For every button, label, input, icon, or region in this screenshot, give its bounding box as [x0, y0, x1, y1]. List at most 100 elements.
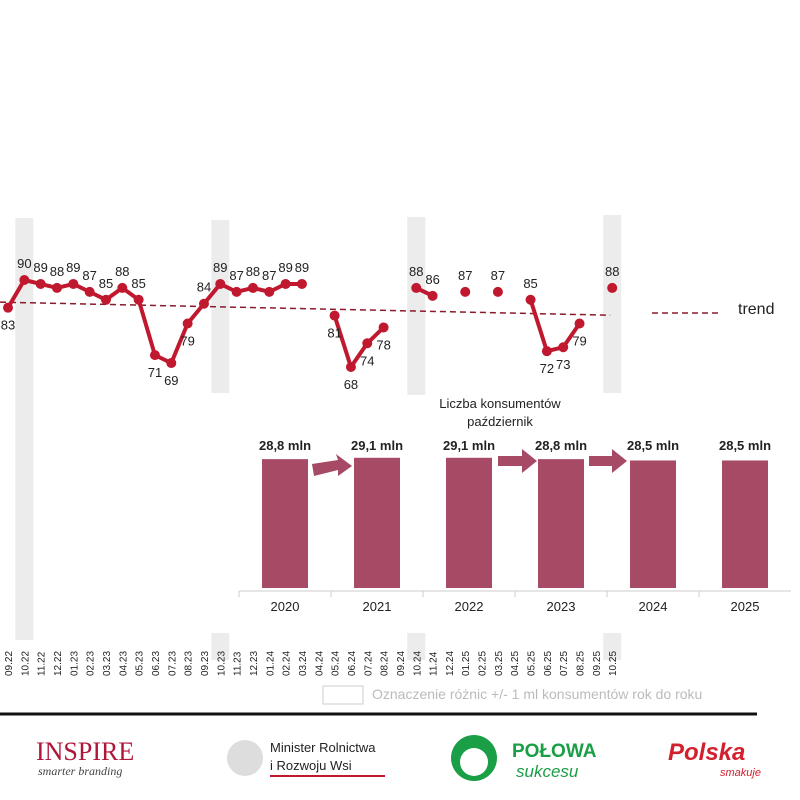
x-tick-label: 08.24 [380, 651, 391, 676]
x-tick-label: 09.23 [200, 651, 211, 676]
data-label: 88 [409, 264, 423, 279]
x-tick-label: 10.24 [412, 651, 423, 676]
value-label: 28,8 mln [259, 438, 311, 453]
point [51, 282, 62, 293]
data-label: 68 [344, 377, 358, 392]
x-tick-label: 06.25 [543, 651, 554, 676]
inset-title: Liczba konsumentów [439, 396, 561, 411]
x-tick-label: 10.22 [20, 651, 31, 676]
point [198, 298, 209, 309]
point [460, 286, 471, 297]
value-label: 28,5 mln [719, 438, 771, 453]
data-label: 89 [66, 260, 80, 275]
note-box [322, 685, 364, 705]
point [19, 275, 30, 285]
point [411, 282, 422, 293]
data-label: 79 [180, 334, 194, 349]
point [607, 282, 618, 293]
data-label: 85 [99, 276, 113, 291]
point [329, 310, 340, 321]
point [541, 346, 552, 357]
x-tick-label: 08.25 [576, 651, 587, 676]
bar [446, 457, 492, 588]
data-label: 74 [360, 353, 374, 368]
data-label: 81 [327, 326, 341, 341]
x-tick-label: 2024 [639, 599, 668, 614]
x-tick-label: 06.24 [347, 651, 358, 676]
x-tick-label: 05.25 [527, 651, 538, 676]
point [492, 286, 503, 297]
data-label: 85 [523, 276, 537, 291]
x-tick-label: 09.25 [592, 651, 603, 676]
bar [630, 460, 676, 588]
series-line [8, 280, 612, 367]
point [182, 318, 193, 329]
point [133, 294, 144, 305]
trend-line [0, 301, 611, 316]
x-tick-label: 05.24 [331, 651, 342, 676]
x-tick-label: 12.24 [445, 651, 456, 676]
bar [722, 460, 768, 588]
data-label: 89 [33, 260, 47, 275]
data-label: 87 [458, 268, 472, 283]
x-tick-label: 10.23 [216, 651, 227, 676]
point [35, 278, 46, 289]
data-label: 87 [229, 268, 243, 283]
point [296, 278, 307, 289]
data-label: 86 [425, 272, 439, 287]
trend-legend-label: trend [738, 301, 774, 318]
x-tick-label: 07.23 [167, 651, 178, 676]
logo-ministry-2: i Rozwoju Wsi [270, 758, 352, 773]
data-label: 87 [262, 268, 276, 283]
polowa-icon-inner [460, 748, 488, 776]
x-tick-label: 2023 [547, 599, 576, 614]
data-label: 90 [17, 256, 31, 271]
data-label: 87 [491, 268, 505, 283]
x-tick-label: 01.25 [461, 651, 472, 676]
value-label: 29,1 mln [443, 438, 495, 453]
data-label: 69 [164, 373, 178, 388]
logo-inspire-sub: smarter branding [38, 764, 122, 778]
point [558, 342, 569, 353]
x-tick-label: 07.24 [363, 651, 374, 676]
x-tick-label: 03.24 [298, 651, 309, 676]
point [264, 286, 275, 297]
logo-polowa: POŁOWA [512, 741, 597, 762]
data-label: 88 [115, 264, 129, 279]
point [280, 278, 291, 289]
x-tick-label: 2020 [271, 599, 300, 614]
bar [262, 459, 308, 588]
change-arrows [312, 449, 627, 476]
highlight-band [407, 633, 426, 660]
point [362, 338, 373, 349]
data-label: 71 [148, 365, 162, 380]
data-label: 89 [213, 260, 227, 275]
point [84, 286, 95, 297]
x-tick-label: 12.22 [53, 651, 64, 676]
inset-subtitle: październik [467, 414, 533, 429]
x-tick-label: 11.24 [429, 651, 440, 676]
highlight-band [15, 218, 34, 640]
data-label: 88 [50, 264, 64, 279]
data-label: 88 [246, 264, 260, 279]
x-tick-label: 10.25 [608, 651, 619, 676]
x-tick-label: 05.23 [135, 651, 146, 676]
point [117, 282, 128, 293]
bar [538, 459, 584, 588]
x-tick-label: 11.22 [37, 651, 48, 676]
x-tick-label: 04.23 [118, 651, 129, 676]
value-label: 28,5 mln [627, 438, 679, 453]
data-label: 73 [556, 357, 570, 372]
data-label: 85 [131, 276, 145, 291]
highlight-band [603, 215, 622, 393]
x-tick-label: 2022 [455, 599, 484, 614]
data-label: 72 [540, 361, 554, 376]
x-tick-label: 02.24 [282, 651, 293, 676]
x-tick-label: 08.23 [184, 651, 195, 676]
point [345, 362, 356, 372]
value-label: 28,8 mln [535, 438, 587, 453]
data-label: 89 [278, 260, 292, 275]
x-tick-label: 04.25 [510, 651, 521, 676]
x-tick-label: 04.24 [314, 651, 325, 676]
